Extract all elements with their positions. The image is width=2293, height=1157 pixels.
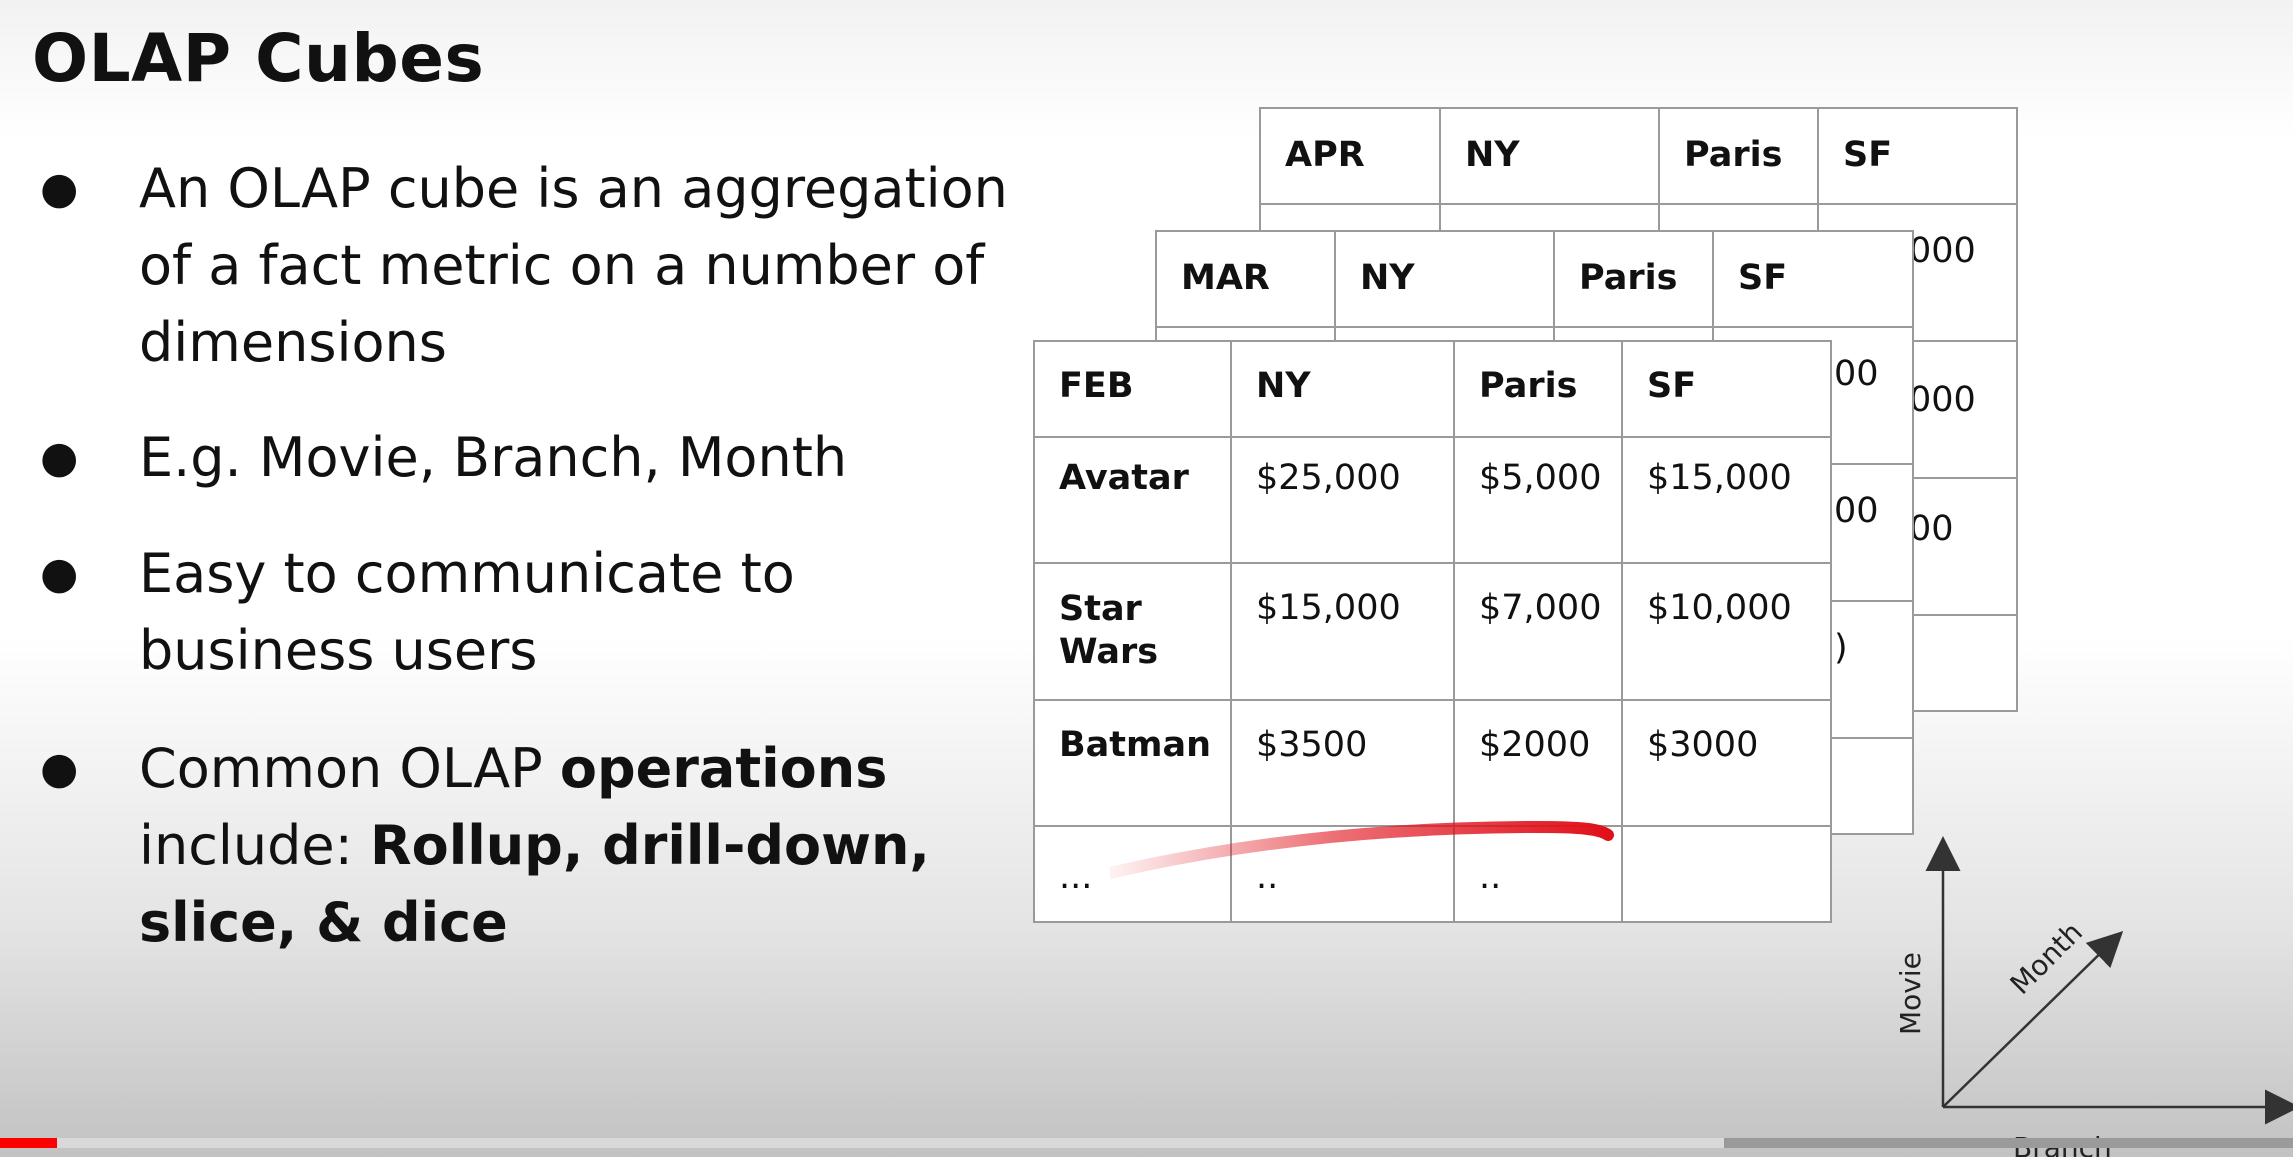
table-cell <box>1621 825 1832 923</box>
bullet-text-part: Common OLAP <box>139 737 560 800</box>
table-header-cell: Paris <box>1658 107 1819 205</box>
bullet-text-bold: Rollup, drill-down, slice, & dice <box>139 814 930 954</box>
table-cell: $3500 <box>1230 699 1455 827</box>
bullet-text-bold: operations <box>559 737 888 800</box>
table-header-cell: NY <box>1230 340 1455 438</box>
table-cell: .. <box>1230 825 1455 923</box>
table-cell: $5,000 <box>1453 436 1623 564</box>
table-header-cell: SF <box>1817 107 2018 205</box>
row-label: Avatar <box>1033 436 1232 564</box>
table-cell: $10,000 <box>1621 562 1832 701</box>
video-played-bar <box>0 1138 58 1148</box>
table-row: ... .. .. <box>1033 825 1832 923</box>
bullet-dot-icon: ● <box>40 163 79 214</box>
table-row: Star Wars $15,000 $7,000 $10,000 <box>1033 562 1832 701</box>
table-header-cell: MAR <box>1155 230 1336 328</box>
row-label: Batman <box>1033 699 1232 827</box>
table-header-cell: APR <box>1259 107 1441 205</box>
table-cell: $15,000 <box>1621 436 1832 564</box>
movie-axis-label: Movie <box>1894 952 1927 1035</box>
video-buffered-bar <box>0 1138 1725 1148</box>
table-cell: $15,000 <box>1230 562 1455 701</box>
pen-annotation-stroke <box>1110 820 1614 879</box>
video-progress-bar[interactable] <box>0 1138 2293 1148</box>
table-row: Avatar $25,000 $5,000 $15,000 <box>1033 436 1832 564</box>
slide-title: OLAP Cubes <box>32 20 485 97</box>
bullet-text-part: include: <box>139 814 371 877</box>
bullet-dot-icon: ● <box>40 432 79 483</box>
table-header-cell: Paris <box>1553 230 1714 328</box>
table-header-cell: Paris <box>1453 340 1623 438</box>
table-header-cell: SF <box>1712 230 1914 328</box>
month-axis <box>1942 931 2124 1108</box>
table-header-cell: NY <box>1439 107 1660 205</box>
dimension-axes-diagram: Movie Month Branch <box>1894 836 2293 1157</box>
bullet-text: E.g. Movie, Branch, Month <box>139 426 848 489</box>
month-axis-label: Month <box>2004 916 2089 1001</box>
table-cell: $7,000 <box>1453 562 1623 701</box>
table-header-cell: FEB <box>1033 340 1232 438</box>
row-label: Star Wars <box>1033 562 1232 701</box>
table-cell: $25,000 <box>1230 436 1455 564</box>
feb-table: FEB NY Paris SF Avatar $25,000 $5,000 $1… <box>1033 340 1832 923</box>
bullet-text: Easy to communicate to business users <box>139 542 795 682</box>
bullet-dot-icon: ● <box>40 743 79 794</box>
table-cell: $2000 <box>1453 699 1623 827</box>
table-cell: $3000 <box>1621 699 1832 827</box>
bullet-text: An OLAP cube is an aggregation of a fact… <box>139 157 1008 374</box>
table-header-cell: SF <box>1621 340 1832 438</box>
table-cell: .. <box>1453 825 1623 923</box>
table-row: Batman $3500 $2000 $3000 <box>1033 699 1832 827</box>
bullet-dot-icon: ● <box>40 548 79 599</box>
bullet-text: Common OLAP operations include: Rollup, … <box>139 730 1039 961</box>
table-header-cell: NY <box>1334 230 1555 328</box>
